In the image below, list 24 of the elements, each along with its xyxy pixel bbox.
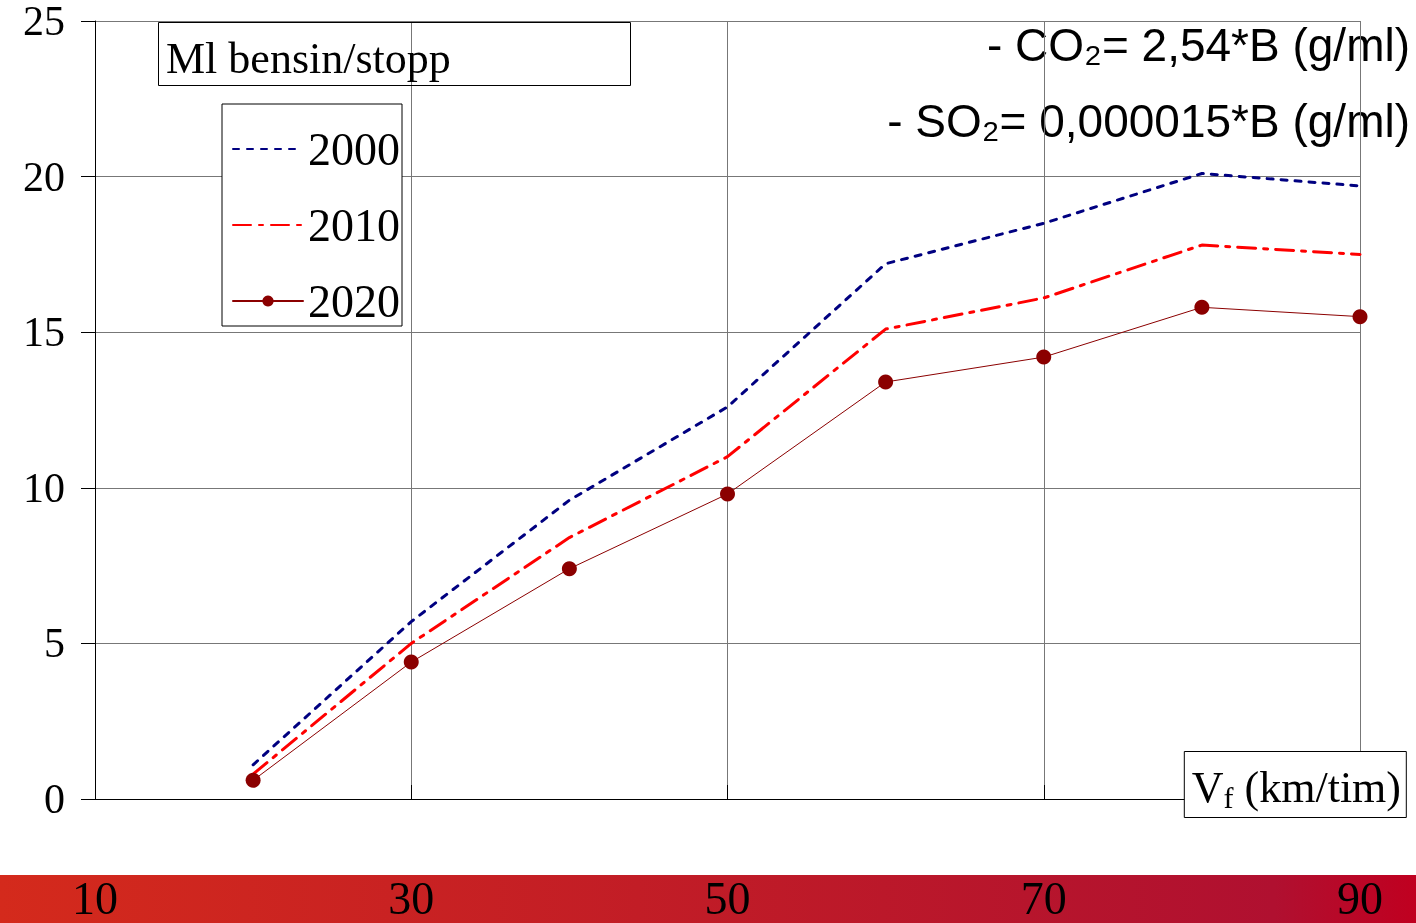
x-tick-label: 90 bbox=[1337, 872, 1383, 923]
y-tick-label: 10 bbox=[23, 464, 65, 511]
y-tick-label: 0 bbox=[44, 776, 65, 822]
y-tick-label: 15 bbox=[23, 309, 65, 356]
point bbox=[1352, 309, 1368, 325]
legend-label: 2010 bbox=[308, 199, 400, 251]
x-tick-label: 50 bbox=[704, 872, 751, 923]
x-tick-label: 30 bbox=[388, 872, 435, 923]
point bbox=[403, 654, 419, 670]
y-tick-label: 5 bbox=[44, 620, 65, 667]
y-axis-title: Ml bensin/stopp bbox=[166, 33, 451, 83]
point bbox=[1036, 349, 1052, 365]
annotation: - SO₂= 0,000015*B (g/ml) bbox=[887, 95, 1410, 147]
point bbox=[245, 772, 261, 788]
y-tick-label: 20 bbox=[23, 153, 65, 200]
legend-label: 2020 bbox=[308, 275, 400, 327]
point bbox=[878, 374, 894, 390]
legend-label: 2000 bbox=[308, 123, 400, 175]
point bbox=[720, 486, 735, 502]
point bbox=[561, 561, 577, 577]
annotation: - CO₂= 2,54*B (g/ml) bbox=[986, 19, 1410, 71]
y-tick-label: 25 bbox=[23, 0, 65, 44]
point bbox=[1194, 299, 1210, 315]
x-tick-label: 70 bbox=[1020, 872, 1067, 923]
